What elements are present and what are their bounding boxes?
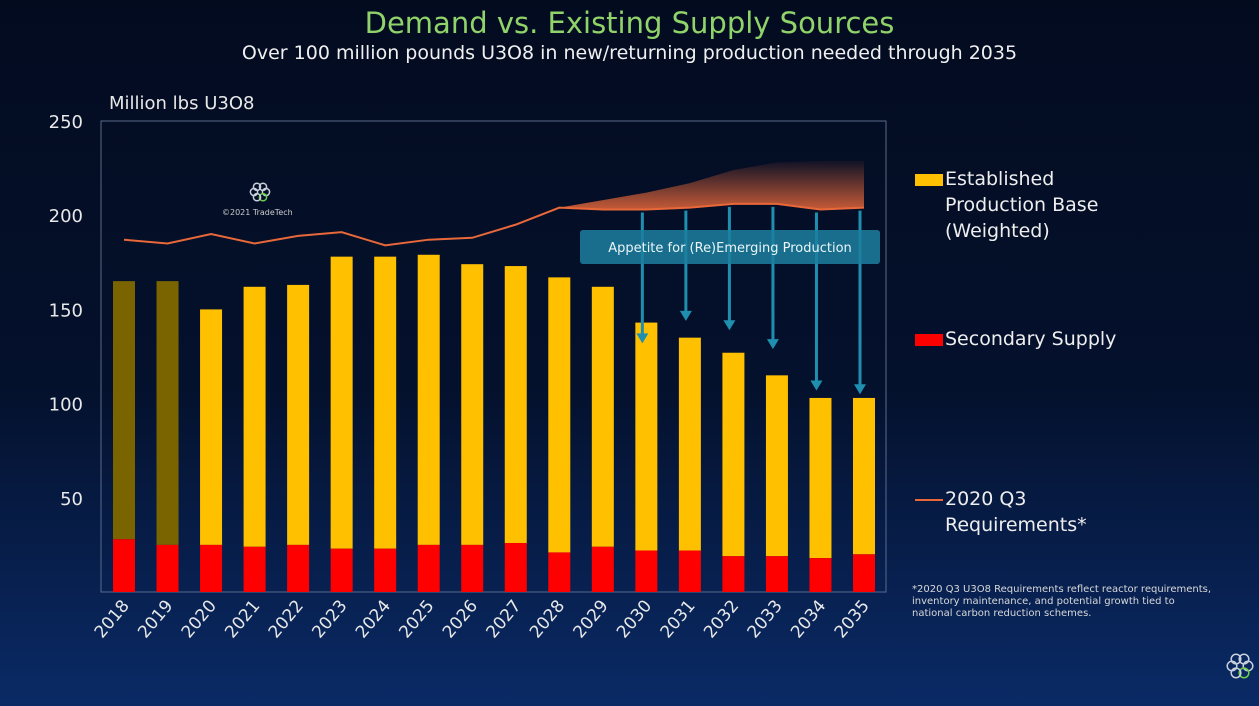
x-tick-label: 2028 [526, 596, 569, 642]
bar-secondary [330, 548, 353, 592]
upper-demand-band [559, 160, 864, 210]
bar-established [330, 256, 353, 549]
logo-atom-icon [1238, 653, 1250, 665]
arrow-head [766, 339, 779, 350]
footnote: *2020 Q3 U3O8 Requirements reflect react… [912, 584, 1212, 619]
bar-established [853, 397, 875, 555]
x-tick-label: 2033 [744, 596, 787, 642]
arrow-head [810, 380, 823, 391]
bar-established [765, 375, 788, 557]
bar-secondary [113, 539, 135, 592]
chart-title: Demand vs. Existing Supply Sources [364, 6, 895, 40]
bar-established [722, 352, 745, 557]
legend-requirements: 2020 Q3 Requirements* [915, 486, 1087, 538]
requirements-line [123, 202, 865, 247]
x-tick-label: 2022 [265, 596, 308, 642]
arrow-head [636, 333, 649, 344]
x-tick-label: 2020 [178, 596, 221, 642]
x-tick-label: 2023 [308, 596, 351, 642]
legend-established: Established Production Base (Weighted) [915, 166, 1098, 244]
legend-swatch [915, 498, 943, 501]
logo-atom-icon [258, 182, 268, 192]
bar-secondary [548, 552, 571, 592]
arrow-head [854, 384, 866, 395]
bar-established [113, 281, 135, 540]
x-tick-label: 2025 [395, 596, 438, 642]
bar-established [200, 309, 223, 545]
arrow-head [679, 310, 692, 321]
x-tick-label: 2024 [352, 596, 395, 642]
bar-secondary [853, 554, 875, 592]
legend-swatch [915, 333, 943, 346]
x-tick-label: 2027 [482, 596, 525, 642]
bar-established [417, 254, 440, 545]
bar-established [156, 281, 179, 545]
x-tick-label: 2030 [613, 596, 656, 642]
bar-established [374, 256, 397, 549]
bar-established [287, 284, 310, 545]
annotation-label: Appetite for (Re)Emerging Production [608, 241, 852, 256]
bar-secondary [591, 546, 614, 592]
bar-established [591, 286, 614, 547]
bar-secondary [156, 544, 179, 592]
bar-secondary [417, 544, 440, 592]
bar-secondary [200, 544, 223, 592]
logo-atom-icon [258, 192, 268, 202]
x-tick-label: 2031 [657, 596, 700, 642]
chart-subtitle: Over 100 million pounds U3O8 in new/retu… [241, 42, 1018, 64]
annotation-box [580, 230, 880, 264]
x-tick-label: 2029 [570, 596, 613, 642]
x-tick-label: 2021 [221, 596, 264, 642]
bar-secondary [809, 558, 832, 592]
plot-frame [100, 120, 887, 593]
y-tick-label: 150 [49, 300, 83, 321]
logo-atom-icon [252, 182, 262, 192]
bar-established [243, 286, 266, 547]
bar-established [548, 277, 571, 553]
x-tick-label: 2032 [700, 596, 743, 642]
logo-atom-icon [1238, 667, 1250, 679]
bar-secondary [374, 548, 397, 592]
bar-secondary [287, 544, 310, 592]
watermark: ©2021 TradeTech [222, 208, 293, 217]
bar-secondary [504, 543, 527, 592]
legend-secondary: Secondary Supply [915, 326, 1116, 352]
bar-established [461, 264, 484, 545]
bar-secondary [635, 550, 658, 592]
logo-atom-icon [1230, 653, 1242, 665]
bar-established [504, 266, 527, 544]
x-tick-label: 2018 [91, 596, 134, 642]
bar-secondary [678, 550, 701, 592]
y-tick-label: 200 [49, 206, 83, 227]
bar-secondary [461, 544, 484, 592]
x-tick-label: 2026 [439, 596, 482, 642]
x-tick-label: 2035 [831, 596, 874, 642]
y-tick-label: 50 [60, 489, 83, 510]
bar-secondary [243, 546, 266, 592]
bar-secondary [722, 556, 745, 592]
legend-swatch [915, 173, 943, 186]
y-tick-label: 250 [49, 112, 83, 133]
arrow-head [723, 320, 736, 331]
y-tick-label: 100 [49, 395, 83, 416]
bar-secondary [765, 556, 788, 592]
bar-established [635, 322, 658, 551]
bar-established [678, 337, 701, 551]
x-tick-label: 2034 [787, 596, 830, 642]
y-axis-label: Million lbs U3O8 [109, 93, 255, 114]
x-tick-label: 2019 [134, 596, 177, 642]
bar-established [809, 397, 832, 559]
